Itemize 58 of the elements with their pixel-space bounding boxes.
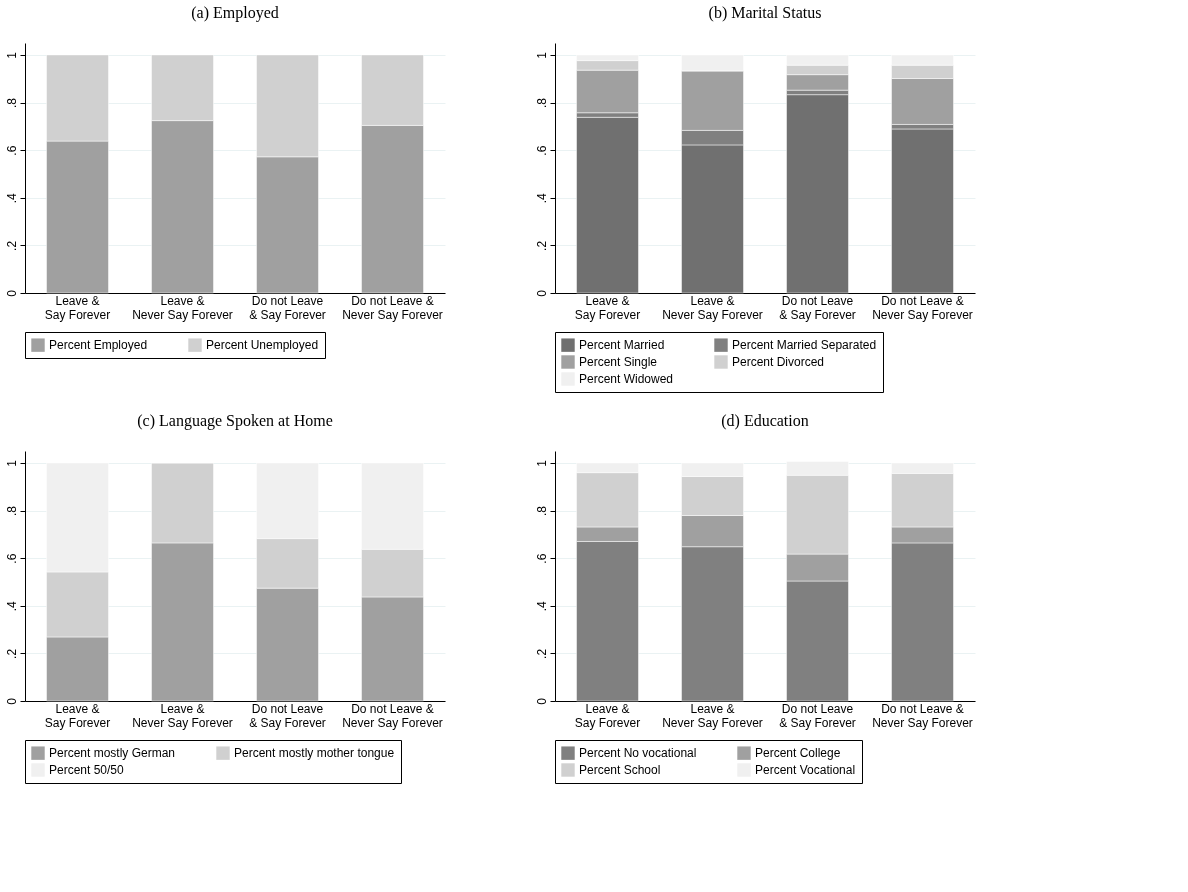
- y-tick-label: .6: [534, 145, 549, 156]
- y-tick-label: 0: [4, 289, 19, 297]
- legend-label: Percent No vocational: [579, 746, 697, 761]
- chart-title: (b) Marital Status: [708, 4, 822, 22]
- legend-label: Percent Divorced: [732, 355, 825, 369]
- y-tick-label: .6: [4, 553, 19, 564]
- chart-title: (c) Language Spoken at Home: [137, 412, 333, 430]
- x-tick-label: Do not Leave & Say Forever: [779, 293, 856, 322]
- legend-label: Percent mostly German: [49, 746, 176, 761]
- legend-label: Percent Married: [579, 338, 665, 353]
- x-tick-label: Leave & Never Say Forever: [662, 293, 763, 322]
- y-tick-label: .4: [534, 600, 549, 612]
- y-tick-label: .8: [4, 505, 19, 517]
- y-tick-label: .2: [4, 240, 19, 251]
- y-tick-label: 0: [534, 697, 549, 705]
- x-tick-label: Leave & Say Forever: [574, 701, 641, 730]
- y-tick-label: .4: [4, 192, 19, 204]
- y-tick-label: .2: [4, 648, 19, 659]
- y-tick-label: .8: [534, 505, 549, 517]
- x-tick-label: Do not Leave & Say Forever: [779, 701, 856, 730]
- y-tick-label: 1: [534, 459, 549, 467]
- y-tick-label: 0: [4, 697, 19, 705]
- legend-label: Percent Widowed: [579, 372, 674, 386]
- y-tick-label: .8: [4, 97, 19, 109]
- x-tick-label: Leave & Never Say Forever: [132, 293, 233, 322]
- chart-title: (d) Education: [721, 412, 809, 430]
- y-tick-label: .8: [534, 97, 549, 109]
- x-tick-label: Leave & Never Say Forever: [662, 701, 763, 730]
- y-tick-label: 1: [4, 51, 19, 59]
- x-tick-label: Do not Leave & Say Forever: [249, 293, 326, 322]
- legend-label: Percent Unemployed: [206, 338, 319, 353]
- x-tick-label: Do not Leave & Never Say Forever: [872, 293, 973, 322]
- legend-label: Percent Married Separated: [732, 338, 877, 353]
- legend-label: Percent College: [755, 746, 841, 761]
- y-tick-label: .4: [534, 192, 549, 204]
- legend-label: Percent Vocational: [755, 763, 856, 777]
- x-tick-label: Leave & Never Say Forever: [132, 701, 233, 730]
- x-tick-label: Leave & Say Forever: [44, 701, 111, 730]
- x-tick-label: Do not Leave & Never Say Forever: [342, 293, 443, 322]
- y-tick-label: 1: [4, 459, 19, 467]
- chart-title: (a) Employed: [191, 4, 279, 22]
- legend-label: Percent Employed: [49, 338, 148, 353]
- y-tick-label: .6: [534, 553, 549, 564]
- x-tick-label: Do not Leave & Say Forever: [249, 701, 326, 730]
- y-tick-label: 1: [534, 51, 549, 59]
- y-tick-label: .4: [4, 600, 19, 612]
- x-tick-label: Do not Leave & Never Say Forever: [872, 701, 973, 730]
- y-tick-label: .2: [534, 240, 549, 251]
- x-tick-label: Do not Leave & Never Say Forever: [342, 701, 443, 730]
- legend-label: Percent Single: [579, 355, 658, 369]
- legend-label: Percent mostly mother tongue: [234, 746, 395, 761]
- x-tick-label: Leave & Say Forever: [44, 293, 111, 322]
- legend-label: Percent School: [579, 763, 661, 777]
- x-tick-label: Leave & Say Forever: [574, 293, 641, 322]
- y-tick-label: 0: [534, 289, 549, 297]
- legend-label: Percent 50/50: [49, 763, 125, 777]
- y-tick-label: .2: [534, 648, 549, 659]
- y-tick-label: .6: [4, 145, 19, 156]
